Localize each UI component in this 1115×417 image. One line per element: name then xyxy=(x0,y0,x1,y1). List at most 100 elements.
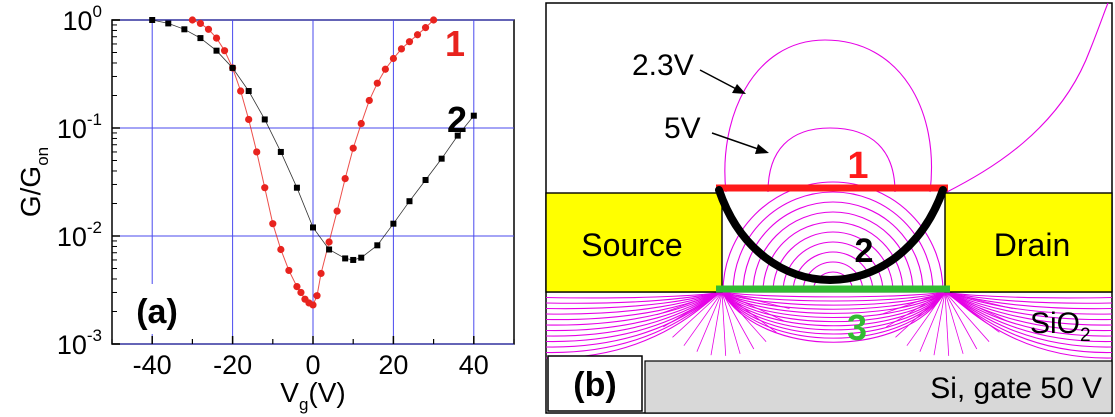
sio2-label: SiO2 xyxy=(1030,307,1091,346)
panel-b-diagram: Source Drain 1 2 3 2.3V 5V SiO2 Si, gate… xyxy=(545,2,1113,414)
series-1-point xyxy=(261,184,269,192)
drain-label: Drain xyxy=(994,227,1070,263)
field-line xyxy=(683,291,723,346)
x-axis-label-rest: (V) xyxy=(308,377,345,408)
channel-3-number: 3 xyxy=(847,307,867,348)
series-1-point xyxy=(204,25,213,33)
field-line xyxy=(944,291,1013,309)
series-1-point xyxy=(373,79,381,87)
x-axis-label-main: V xyxy=(280,377,299,408)
series-1-point xyxy=(349,144,357,152)
series-1-point xyxy=(297,288,305,297)
series-2-point xyxy=(422,177,429,184)
series-1-point xyxy=(430,16,438,24)
field-line xyxy=(721,291,946,339)
series-2-line xyxy=(152,19,475,261)
series-1-point xyxy=(196,19,205,28)
field-line xyxy=(944,291,950,356)
field-line xyxy=(721,291,946,298)
series-2-point xyxy=(406,198,413,205)
field-line xyxy=(944,291,978,350)
y-tick-label: 10-2 xyxy=(57,218,102,252)
field-line xyxy=(944,291,1000,333)
panel-b-label: (b) xyxy=(573,366,616,404)
field-line xyxy=(721,291,777,333)
series-2-point xyxy=(149,17,156,23)
y-tick-base: 10 xyxy=(57,222,87,252)
field-line xyxy=(944,291,990,342)
series-2-point xyxy=(197,35,204,42)
series-2-point xyxy=(358,254,365,261)
source-electrode xyxy=(545,192,723,293)
drain-electrode xyxy=(944,192,1113,293)
field-line xyxy=(919,291,946,352)
series-1-point xyxy=(341,175,349,183)
panel-a-label: (a) xyxy=(136,293,178,331)
field-line xyxy=(944,291,1113,359)
series-1-point xyxy=(421,24,430,32)
field-line xyxy=(721,291,767,342)
field-line xyxy=(721,291,946,331)
field-line xyxy=(812,271,854,293)
series-2-point xyxy=(277,148,284,155)
y-tick-exponent: -2 xyxy=(87,218,102,237)
field-line xyxy=(724,39,932,193)
contour-5v-arrow xyxy=(711,132,765,152)
contour-5v-arrowhead xyxy=(755,144,769,154)
series-1-point xyxy=(188,16,196,24)
series-2-point xyxy=(326,246,333,253)
series-group xyxy=(149,16,477,309)
si-gate-label: Si, gate 50 V xyxy=(930,372,1102,405)
field-line xyxy=(721,291,946,306)
contour-2-3v-arrowhead xyxy=(732,84,746,94)
series-1-point xyxy=(381,65,389,73)
y-tick-exponent: 0 xyxy=(93,2,102,21)
x-axis-label-sub: g xyxy=(299,395,308,414)
series-2-point xyxy=(350,256,357,263)
panel-a-label-box xyxy=(122,284,192,334)
source-label: Source xyxy=(581,227,682,263)
y-axis-label-sub: on xyxy=(33,147,52,166)
series-2-point xyxy=(310,224,316,231)
field-line xyxy=(710,291,723,356)
field-line xyxy=(732,191,934,293)
series-1-point xyxy=(365,96,373,105)
channel-1-number: 1 xyxy=(847,145,868,187)
x-tick-label: -20 xyxy=(213,350,252,380)
y-tick-base: 10 xyxy=(57,114,87,144)
series-1-point xyxy=(413,31,422,39)
series-1-point xyxy=(397,45,406,53)
series-1-point xyxy=(212,34,221,42)
panel-b-label-box xyxy=(547,355,643,412)
field-line xyxy=(722,181,944,293)
x-tick-label: 0 xyxy=(305,350,320,380)
y-axis-label-main: G/G xyxy=(15,166,46,217)
field-line xyxy=(906,291,946,346)
series-2-point xyxy=(245,88,252,95)
field-line xyxy=(721,291,741,354)
series-1-point xyxy=(405,38,414,46)
y-tick-base: 10 xyxy=(62,6,92,36)
field-line xyxy=(886,291,946,328)
series-2-point xyxy=(165,20,172,27)
field-line xyxy=(879,291,946,316)
field-line xyxy=(721,291,790,309)
series-2-point xyxy=(213,47,220,54)
series-1-point xyxy=(309,301,317,309)
series-1-point xyxy=(220,47,229,55)
series-2-point xyxy=(261,116,268,123)
field-line xyxy=(721,291,946,310)
field-line xyxy=(721,291,946,302)
series-1-point xyxy=(357,119,365,128)
field-line xyxy=(656,291,723,316)
series-2-point xyxy=(454,132,461,139)
series-1-point xyxy=(317,269,325,278)
series-2-point xyxy=(293,184,300,191)
series-1-point xyxy=(333,207,341,215)
series-1-point xyxy=(245,115,253,124)
series-2-point xyxy=(374,242,381,249)
series-1-point xyxy=(325,238,333,246)
series-1-point xyxy=(313,292,321,300)
